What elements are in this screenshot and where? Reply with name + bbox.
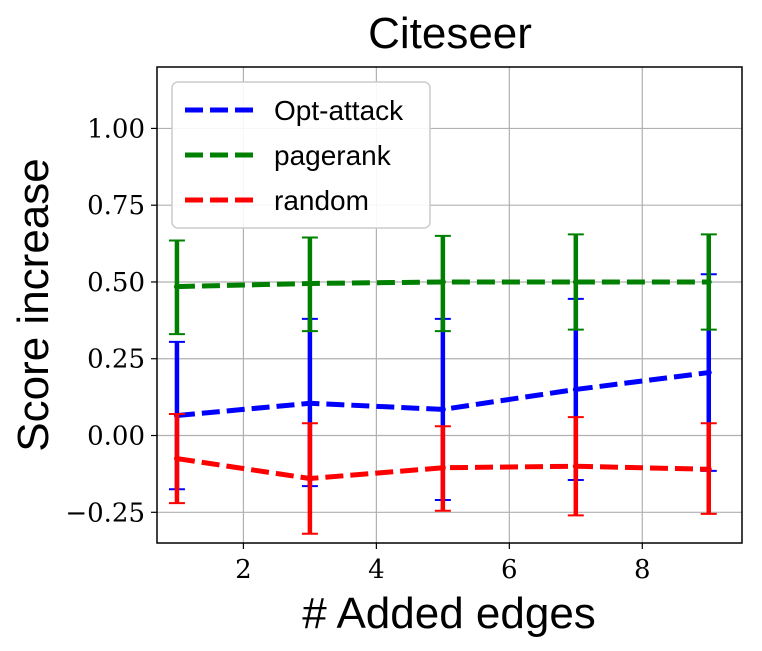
- legend-label: pagerank: [274, 140, 392, 171]
- x-axis: 2 4 6 8: [235, 543, 651, 585]
- y-tick-label: −0.25: [65, 498, 145, 528]
- x-tick-label: 6: [501, 555, 518, 585]
- y-axis: −0.25 0.00 0.25 0.50 0.75 1.00: [65, 114, 157, 528]
- legend-label: random: [274, 185, 369, 216]
- y-tick-label: 0.25: [87, 345, 145, 375]
- legend-label: Opt-attack: [274, 95, 404, 126]
- plot-frame: [156, 66, 743, 544]
- data-point: [439, 278, 446, 285]
- legend-box: [171, 81, 431, 229]
- x-tick-label: 2: [235, 555, 252, 585]
- data-point: [173, 455, 180, 462]
- chart-title: Citeseer: [368, 9, 532, 58]
- y-axis-label: Score increase: [9, 158, 58, 451]
- y-tick-label: 1.00: [87, 114, 145, 144]
- series-pagerank: [168, 233, 717, 336]
- data-point: [306, 280, 313, 287]
- series-random: [168, 413, 717, 535]
- x-tick-label: 8: [634, 555, 651, 585]
- y-tick-label: 0.50: [87, 268, 145, 298]
- data-point: [705, 466, 712, 473]
- legend: Opt-attack pagerank random: [171, 81, 431, 229]
- data-point: [705, 369, 712, 376]
- x-tick-label: 4: [368, 555, 385, 585]
- y-tick-label: 0.75: [87, 191, 145, 221]
- data-point: [439, 406, 446, 413]
- data-point: [173, 283, 180, 290]
- data-point: [572, 386, 579, 393]
- series-layer: [168, 233, 717, 535]
- data-point: [439, 464, 446, 471]
- data-point: [306, 400, 313, 407]
- data-point: [705, 278, 712, 285]
- data-point: [572, 463, 579, 470]
- data-point: [306, 475, 313, 482]
- y-tick-label: 0.00: [87, 422, 145, 452]
- x-axis-label: # Added edges: [302, 589, 596, 638]
- data-point: [572, 278, 579, 285]
